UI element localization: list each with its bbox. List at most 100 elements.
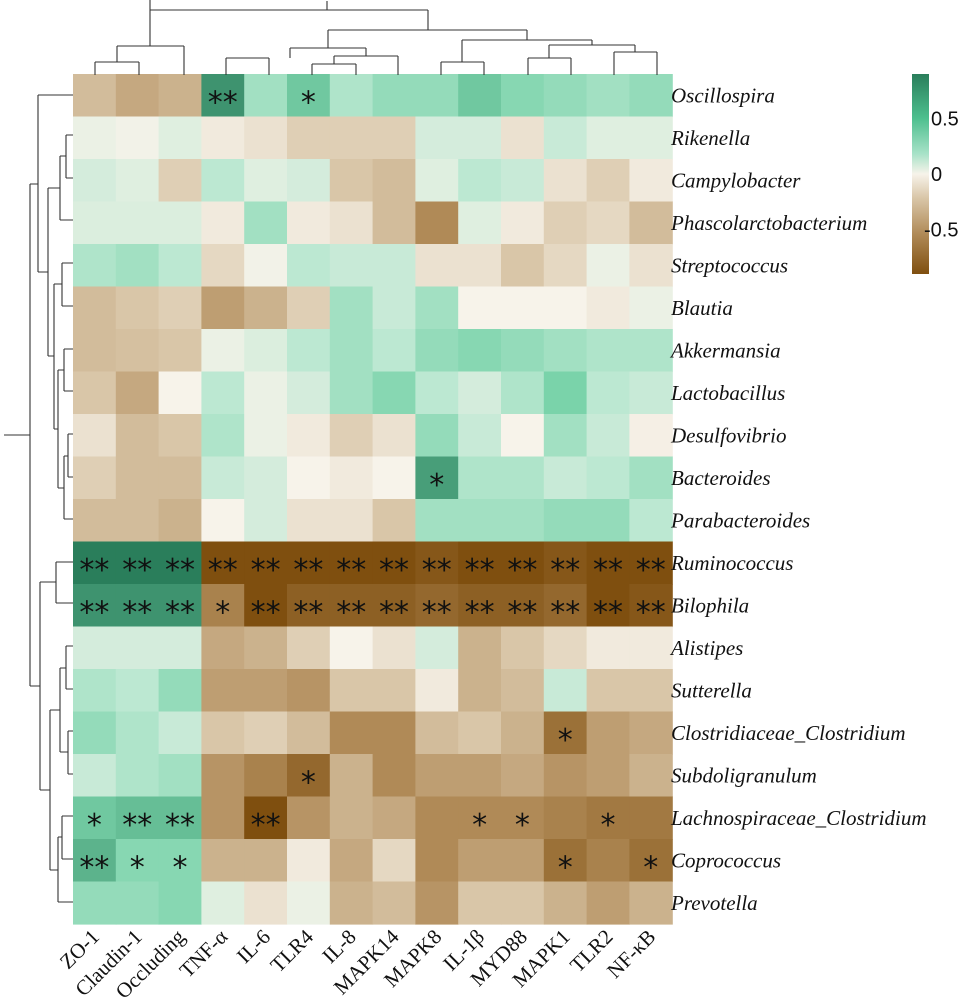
row-label: Blautia bbox=[671, 296, 733, 320]
heatmap-cell bbox=[501, 414, 545, 458]
significance-mark: ** bbox=[593, 553, 623, 588]
heatmap-cell bbox=[458, 711, 502, 755]
heatmap-cell bbox=[501, 74, 545, 118]
heatmap-cell bbox=[543, 371, 588, 415]
heatmap-cell bbox=[543, 244, 588, 288]
heatmap-cell bbox=[115, 74, 160, 118]
heatmap-cell bbox=[586, 541, 630, 585]
heatmap-cell bbox=[73, 626, 117, 670]
heatmap-cell bbox=[73, 456, 117, 500]
heatmap-cell bbox=[244, 74, 288, 118]
row-label: Phascolarctobacterium bbox=[670, 211, 867, 235]
heatmap-cell bbox=[415, 329, 459, 373]
heatmap-cell bbox=[115, 244, 160, 288]
heatmap-cell bbox=[458, 244, 502, 288]
significance-mark: ** bbox=[293, 553, 323, 588]
heatmap-cell bbox=[73, 414, 117, 458]
heatmap-cell bbox=[629, 499, 673, 543]
significance-mark: * bbox=[87, 808, 102, 843]
heatmap-cell bbox=[629, 414, 673, 458]
heatmap-cell bbox=[372, 456, 416, 500]
heatmap-cell bbox=[201, 754, 245, 798]
heatmap-cell bbox=[244, 201, 288, 245]
significance-mark: * bbox=[215, 595, 230, 630]
significance-mark: ** bbox=[165, 595, 195, 630]
heatmap-cell bbox=[458, 754, 502, 798]
heatmap-cell bbox=[329, 116, 374, 160]
heatmap-cell bbox=[629, 626, 673, 670]
significance-mark: ** bbox=[79, 553, 109, 588]
heatmap-cell bbox=[287, 669, 331, 713]
heatmap-cell bbox=[501, 159, 545, 203]
heatmap-cell bbox=[287, 839, 331, 883]
heatmap-cell bbox=[501, 796, 545, 840]
significance-mark: ** bbox=[122, 595, 152, 630]
heatmap-cell bbox=[543, 881, 588, 925]
heatmap-cell bbox=[73, 201, 117, 245]
row-dendrogram bbox=[4, 94, 73, 903]
significance-mark: ** bbox=[293, 595, 323, 630]
colorbar-tick-label: -0.5 bbox=[924, 220, 958, 242]
heatmap-cell bbox=[244, 244, 288, 288]
significance-mark: ** bbox=[507, 595, 537, 630]
heatmap-cell bbox=[244, 116, 288, 160]
heatmap-cell bbox=[115, 626, 160, 670]
heatmap-cell bbox=[586, 244, 630, 288]
heatmap-cell bbox=[287, 74, 331, 118]
heatmap-cell bbox=[543, 711, 588, 755]
significance-mark: * bbox=[130, 850, 145, 885]
heatmap-cell bbox=[158, 584, 202, 628]
significance-mark: ** bbox=[550, 595, 580, 630]
heatmap-cell bbox=[329, 669, 374, 713]
heatmap-cell bbox=[372, 711, 416, 755]
heatmap-cell bbox=[543, 754, 588, 798]
heatmap-cell bbox=[329, 286, 374, 330]
heatmap-cell bbox=[586, 286, 630, 330]
heatmap-cell bbox=[586, 584, 630, 628]
significance-mark: ** bbox=[550, 553, 580, 588]
heatmap-cell bbox=[586, 201, 630, 245]
heatmap-cell bbox=[629, 456, 673, 500]
heatmap-cell bbox=[158, 329, 202, 373]
heatmap-cell bbox=[329, 839, 374, 883]
significance-mark: ** bbox=[507, 553, 537, 588]
heatmap-cell bbox=[158, 541, 202, 585]
heatmap-cell bbox=[115, 286, 160, 330]
heatmap-cell bbox=[458, 456, 502, 500]
heatmap-cell bbox=[287, 116, 331, 160]
heatmap-cell bbox=[501, 626, 545, 670]
heatmap-cell bbox=[372, 286, 416, 330]
significance-mark: * bbox=[643, 850, 658, 885]
heatmap-cell bbox=[329, 881, 374, 925]
heatmap-cell bbox=[501, 584, 545, 628]
heatmap-cell bbox=[158, 201, 202, 245]
heatmap-cell bbox=[201, 329, 245, 373]
heatmap-cell bbox=[415, 626, 459, 670]
heatmap-cell bbox=[201, 584, 245, 628]
heatmap-cell bbox=[158, 669, 202, 713]
heatmap-cell bbox=[287, 499, 331, 543]
heatmap-cell bbox=[586, 159, 630, 203]
heatmap-cell bbox=[501, 881, 545, 925]
heatmap-cell bbox=[201, 839, 245, 883]
heatmap-cell bbox=[244, 286, 288, 330]
heatmap-cell bbox=[201, 371, 245, 415]
colorbar-tick-label: 0 bbox=[931, 164, 942, 186]
heatmap-cell bbox=[372, 796, 416, 840]
significance-mark: ** bbox=[422, 553, 452, 588]
row-dendrogram-lines bbox=[4, 94, 73, 903]
row-label: Ruminococcus bbox=[670, 551, 793, 575]
heatmap-cell bbox=[458, 414, 502, 458]
heatmap-cell bbox=[115, 584, 160, 628]
heatmap-cell bbox=[372, 329, 416, 373]
row-label: Bacteroides bbox=[671, 466, 771, 490]
heatmap-cell bbox=[501, 116, 545, 160]
significance-mark: ** bbox=[636, 553, 666, 588]
significance-mark: ** bbox=[79, 850, 109, 885]
heatmap-cell bbox=[201, 626, 245, 670]
heatmap-cell bbox=[629, 74, 673, 118]
heatmap-cell bbox=[329, 711, 374, 755]
heatmap-cell bbox=[543, 584, 588, 628]
heatmap-cell bbox=[586, 669, 630, 713]
